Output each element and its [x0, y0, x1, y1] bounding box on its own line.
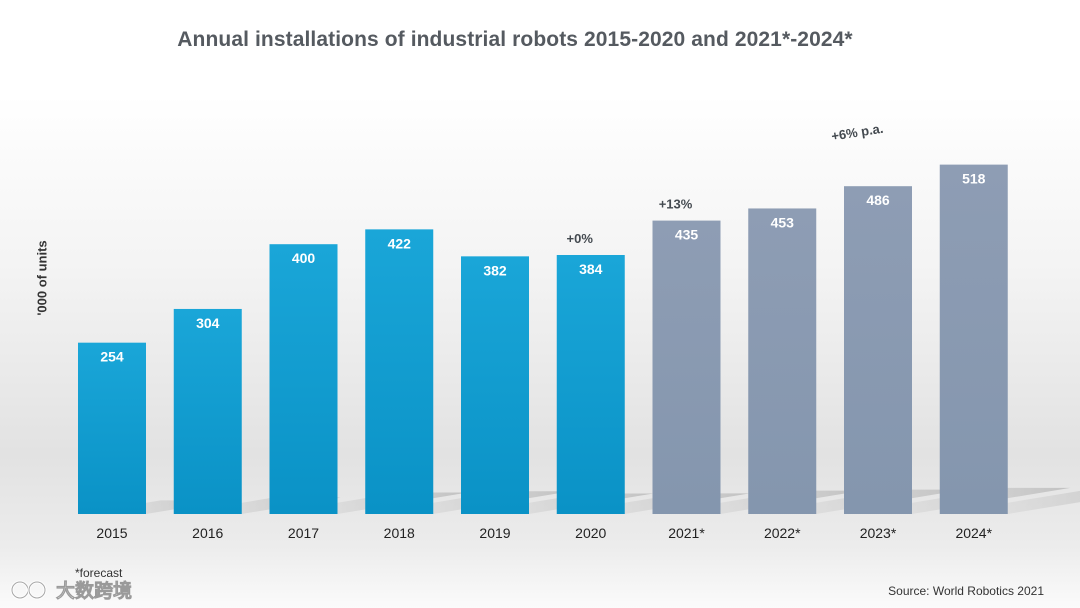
x-tick-label: 2021* — [668, 525, 705, 541]
bar-2019 — [461, 256, 529, 514]
source-note: Source: World Robotics 2021 — [888, 584, 1044, 598]
bar-2022-forecast — [748, 208, 817, 514]
data-label: 304 — [196, 315, 220, 331]
data-label: 254 — [100, 349, 124, 365]
bar-2021-forecast — [652, 220, 721, 514]
data-label: 518 — [962, 171, 986, 187]
annotation-growth: +0% — [567, 231, 594, 246]
x-tick-label: 2020 — [575, 525, 606, 541]
x-tick-label: 2023* — [860, 525, 897, 541]
x-tick-label: 2017 — [288, 525, 319, 541]
x-tick-label: 2019 — [479, 525, 510, 541]
data-label: 382 — [483, 262, 507, 278]
data-label: 422 — [388, 235, 412, 251]
data-label: 384 — [579, 261, 603, 277]
bar-2017 — [269, 244, 338, 514]
data-label: 453 — [771, 214, 795, 230]
watermark-logo-icon — [10, 580, 47, 599]
watermark: 大数跨境 — [10, 576, 132, 603]
forecast-footnote: *forecast — [75, 566, 123, 580]
bar-2023-forecast — [844, 186, 912, 514]
bar-2015 — [78, 342, 146, 514]
annotation-growth-forecast: +6% p.a. — [830, 121, 884, 144]
chart-title: Annual installations of industrial robot… — [177, 28, 853, 51]
bar-2024-forecast — [939, 164, 1008, 514]
annotation-growth: +13% — [659, 197, 693, 212]
x-tick-label: 2018 — [384, 525, 415, 541]
x-tick-label: 2015 — [96, 525, 127, 541]
data-label: 486 — [866, 192, 890, 208]
data-label: 400 — [292, 250, 316, 266]
bar-2020 — [556, 254, 625, 514]
bar-2018 — [365, 229, 434, 514]
x-tick-label: 2016 — [192, 525, 223, 541]
bar-2016 — [173, 308, 242, 514]
watermark-text: 大数跨境 — [56, 580, 133, 603]
data-label: 435 — [675, 227, 699, 243]
x-tick-label: 2022* — [764, 525, 801, 541]
x-tick-label: 2024* — [955, 525, 992, 541]
